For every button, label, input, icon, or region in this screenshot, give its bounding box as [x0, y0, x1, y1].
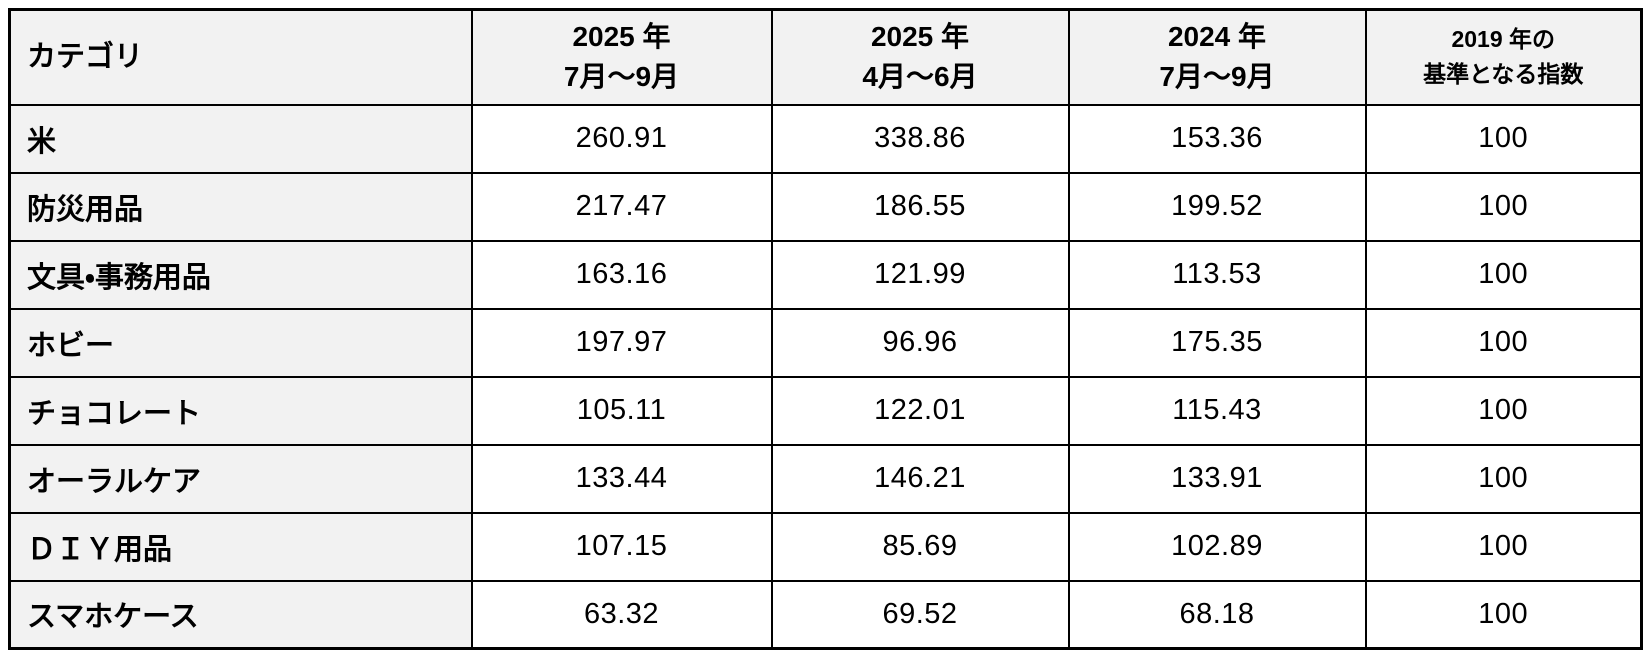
column-header-2025-jul-sep: 2025 年 7月～9月: [470, 8, 773, 106]
row-category: ＤＩＹ用品: [8, 511, 473, 582]
table-cell: 146.21: [770, 443, 1070, 514]
column-header-line1: 2019 年の: [1451, 25, 1556, 52]
table-cell: 186.55: [770, 171, 1070, 242]
row-category: オーラルケア: [8, 443, 473, 514]
row-category: 米: [8, 103, 473, 174]
column-header-line1: 2025 年: [870, 20, 970, 52]
row-category: 防災用品: [8, 171, 473, 242]
column-header-category: カテゴリ: [8, 8, 473, 106]
price-index-table: カテゴリ 2025 年 7月～9月 2025 年 4月～6月 2024 年 7月…: [8, 8, 1643, 650]
table-cell: 63.32: [470, 579, 773, 650]
table-cell: 121.99: [770, 239, 1070, 310]
table-row-hobby: ホビー 197.97 96.96 175.35 100: [8, 307, 1643, 378]
table-cell: 69.52: [770, 579, 1070, 650]
table-cell: 122.01: [770, 375, 1070, 446]
table-cell: 100: [1364, 171, 1643, 242]
table-row-smartphone-case: スマホケース 63.32 69.52 68.18 100: [8, 579, 1643, 650]
table-cell: 100: [1364, 579, 1643, 650]
row-category: ホビー: [8, 307, 473, 378]
column-header-category-label: カテゴリ: [27, 41, 144, 74]
column-header-line1: 2025 年: [572, 20, 671, 52]
column-header-line2: 7月～9月: [1159, 61, 1275, 93]
table-cell: 100: [1364, 307, 1643, 378]
table-cell: 85.69: [770, 511, 1070, 582]
column-header-2019-base-index: 2019 年の 基準となる指数: [1364, 8, 1643, 106]
table-row-disaster-goods: 防災用品 217.47 186.55 199.52 100: [8, 171, 1643, 242]
table-row-rice: 米 260.91 338.86 153.36 100: [8, 103, 1643, 174]
table-row-stationery: 文具・事務用品 163.16 121.99 113.53 100: [8, 239, 1643, 310]
table-cell: 175.35: [1067, 307, 1367, 378]
table-cell: 102.89: [1067, 511, 1367, 582]
table-cell: 163.16: [470, 239, 773, 310]
table-cell: 260.91: [470, 103, 773, 174]
table-cell: 197.97: [470, 307, 773, 378]
column-header-2025-apr-jun: 2025 年 4月～6月: [770, 8, 1070, 106]
table-cell: 100: [1364, 375, 1643, 446]
table-cell: 115.43: [1067, 375, 1367, 446]
column-header-line1: 2024 年: [1167, 20, 1267, 52]
table-cell: 133.91: [1067, 443, 1367, 514]
table-cell: 153.36: [1067, 103, 1367, 174]
table-cell: 105.11: [470, 375, 773, 446]
row-category: 文具・事務用品: [8, 239, 473, 310]
column-header-line2: 基準となる指数: [1423, 61, 1584, 88]
column-header-line2: 4月～6月: [862, 61, 978, 93]
table-cell: 100: [1364, 443, 1643, 514]
column-header-line2: 7月～9月: [563, 61, 680, 93]
column-header-2024-jul-sep: 2024 年 7月～9月: [1067, 8, 1367, 106]
price-index-table-container: カテゴリ 2025 年 7月～9月 2025 年 4月～6月 2024 年 7月…: [8, 8, 1643, 650]
table-cell: 100: [1364, 103, 1643, 174]
row-category: チョコレート: [8, 375, 473, 446]
table-row-oral-care: オーラルケア 133.44 146.21 133.91 100: [8, 443, 1643, 514]
row-category: スマホケース: [8, 579, 473, 650]
table-cell: 113.53: [1067, 239, 1367, 310]
table-cell: 199.52: [1067, 171, 1367, 242]
table-cell: 338.86: [770, 103, 1070, 174]
table-row-diy-goods: ＤＩＹ用品 107.15 85.69 102.89 100: [8, 511, 1643, 582]
header-row: カテゴリ 2025 年 7月～9月 2025 年 4月～6月 2024 年 7月…: [8, 8, 1643, 106]
table-cell: 217.47: [470, 171, 773, 242]
table-cell: 100: [1364, 239, 1643, 310]
table-cell: 96.96: [770, 307, 1070, 378]
table-cell: 100: [1364, 511, 1643, 582]
table-cell: 133.44: [470, 443, 773, 514]
table-row-chocolate: チョコレート 105.11 122.01 115.43 100: [8, 375, 1643, 446]
table-cell: 107.15: [470, 511, 773, 582]
table-cell: 68.18: [1067, 579, 1367, 650]
